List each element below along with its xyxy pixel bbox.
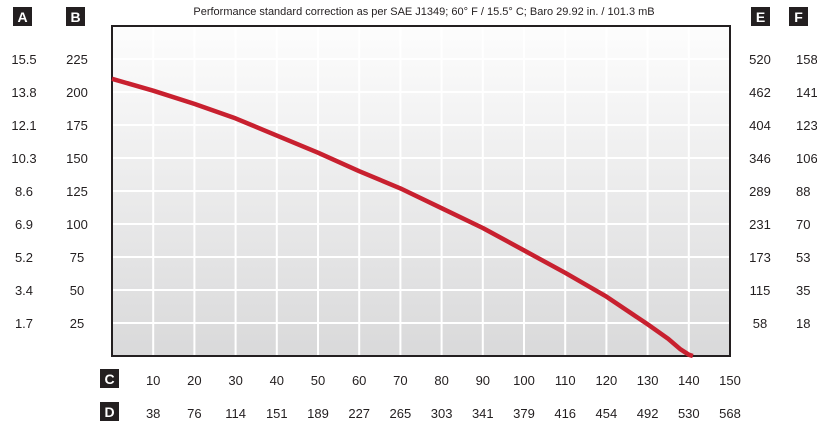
axis-badge-c-box xyxy=(100,369,119,388)
x-tick-label-d: 114 xyxy=(225,406,246,421)
axis-badge-e-letter: E xyxy=(756,9,765,25)
x-tick-label-c: 120 xyxy=(596,373,618,388)
x-tick-label-d: 151 xyxy=(266,406,288,421)
x-tick-label-d: 341 xyxy=(472,406,494,421)
x-tick-label-d: 379 xyxy=(513,406,535,421)
axis-badge-d-letter: D xyxy=(104,404,114,420)
axis-badge-b-box xyxy=(66,7,85,26)
x-tick-label-d: 568 xyxy=(719,406,741,421)
y-tick-label-a: 13.8 xyxy=(11,85,36,100)
y-tick-label-f: 35 xyxy=(796,283,810,298)
x-tick-label-c: 140 xyxy=(678,373,700,388)
x-tick-label-d: 265 xyxy=(390,406,412,421)
y-tick-label-a: 10.3 xyxy=(11,151,36,166)
y-tick-label-e: 173 xyxy=(749,250,771,265)
y-tick-label-a: 8.6 xyxy=(15,184,33,199)
y-tick-label-e: 58 xyxy=(753,316,767,331)
x-tick-label-c: 30 xyxy=(228,373,242,388)
y-tick-label-a: 12.1 xyxy=(11,118,36,133)
axis-badges: A B E F C D xyxy=(13,7,808,421)
y-tick-label-f: 88 xyxy=(796,184,810,199)
axis-badge-c-letter: C xyxy=(104,371,114,387)
axis-badge-a-box xyxy=(13,7,32,26)
x-tick-label-c: 10 xyxy=(146,373,160,388)
y-tick-label-b: 75 xyxy=(70,250,84,265)
x-tick-label-c: 60 xyxy=(352,373,366,388)
y-tick-label-f: 106 xyxy=(796,151,817,166)
y-tick-label-b: 150 xyxy=(66,151,88,166)
y-tick-label-b: 200 xyxy=(66,85,88,100)
axis-badge-f-box xyxy=(789,7,808,26)
x-tick-label-c: 130 xyxy=(637,373,659,388)
y-tick-label-f: 141 xyxy=(796,85,817,100)
y-tick-label-b: 50 xyxy=(70,283,84,298)
series-line xyxy=(111,76,694,359)
x-tick-label-c: 50 xyxy=(311,373,325,388)
y-tick-label-f: 158 xyxy=(796,52,817,67)
plot-frame xyxy=(111,25,731,357)
tick-labels: 15.5 13.8 12.1 10.3 8.6 6.9 5.2 3.4 1.7 225 200 175… xyxy=(11,52,817,421)
x-tick-label-c: 110 xyxy=(555,373,576,388)
y-tick-label-e: 346 xyxy=(749,151,771,166)
x-tick-label-d: 492 xyxy=(637,406,659,421)
axis-badge-b-letter: B xyxy=(70,9,80,25)
axis-badge-a: A xyxy=(13,7,32,26)
x-tick-label-d: 38 xyxy=(146,406,160,421)
x-tick-label-c: 70 xyxy=(393,373,407,388)
x-tick-label-d: 530 xyxy=(678,406,700,421)
x-tick-label-d: 76 xyxy=(187,406,201,421)
gridlines xyxy=(112,26,730,356)
axis-badge-e: E xyxy=(751,7,770,26)
y-tick-label-e: 231 xyxy=(749,217,771,232)
x-tick-label-c: 80 xyxy=(434,373,448,388)
axis-badge-f-letter: F xyxy=(794,9,803,25)
y-tick-label-e: 520 xyxy=(749,52,771,67)
axis-badge-a-letter: A xyxy=(17,9,27,25)
y-tick-label-e: 462 xyxy=(749,85,771,100)
y-tick-label-a: 5.2 xyxy=(15,250,33,265)
x-tick-label-d: 454 xyxy=(596,406,618,421)
y-tick-label-f: 18 xyxy=(796,316,810,331)
y-tick-label-a: 6.9 xyxy=(15,217,33,232)
y-tick-label-b: 100 xyxy=(66,217,88,232)
y-tick-label-f: 123 xyxy=(796,118,817,133)
axis-badge-f: F xyxy=(789,7,808,26)
y-tick-label-a: 15.5 xyxy=(11,52,36,67)
y-tick-label-e: 404 xyxy=(749,118,771,133)
y-tick-label-a: 3.4 xyxy=(15,283,33,298)
axis-badge-e-box xyxy=(751,7,770,26)
y-tick-label-b: 175 xyxy=(66,118,88,133)
axis-badge-b: B xyxy=(66,7,85,26)
chart-title: Performance standard correction as per S… xyxy=(193,6,654,18)
series-layer xyxy=(111,76,694,359)
y-tick-label-b: 125 xyxy=(66,184,88,199)
x-tick-label-c: 20 xyxy=(187,373,201,388)
axis-badge-d: D xyxy=(100,402,119,421)
y-tick-label-b: 225 xyxy=(66,52,88,67)
axis-badge-d-box xyxy=(100,402,119,421)
x-tick-label-d: 416 xyxy=(554,406,576,421)
x-tick-label-c: 40 xyxy=(270,373,284,388)
x-tick-label-c: 90 xyxy=(476,373,490,388)
y-tick-label-e: 289 xyxy=(749,184,771,199)
y-tick-label-b: 25 xyxy=(70,316,84,331)
y-tick-label-a: 1.7 xyxy=(15,316,33,331)
axis-badge-c: C xyxy=(100,369,119,388)
y-tick-label-f: 70 xyxy=(796,217,810,232)
x-tick-label-d: 303 xyxy=(431,406,453,421)
x-tick-label-c: 150 xyxy=(719,373,741,388)
x-tick-label-d: 227 xyxy=(348,406,370,421)
x-tick-label-d: 189 xyxy=(307,406,329,421)
y-tick-label-e: 115 xyxy=(750,283,771,298)
y-tick-label-f: 53 xyxy=(796,250,810,265)
x-tick-label-c: 100 xyxy=(513,373,535,388)
